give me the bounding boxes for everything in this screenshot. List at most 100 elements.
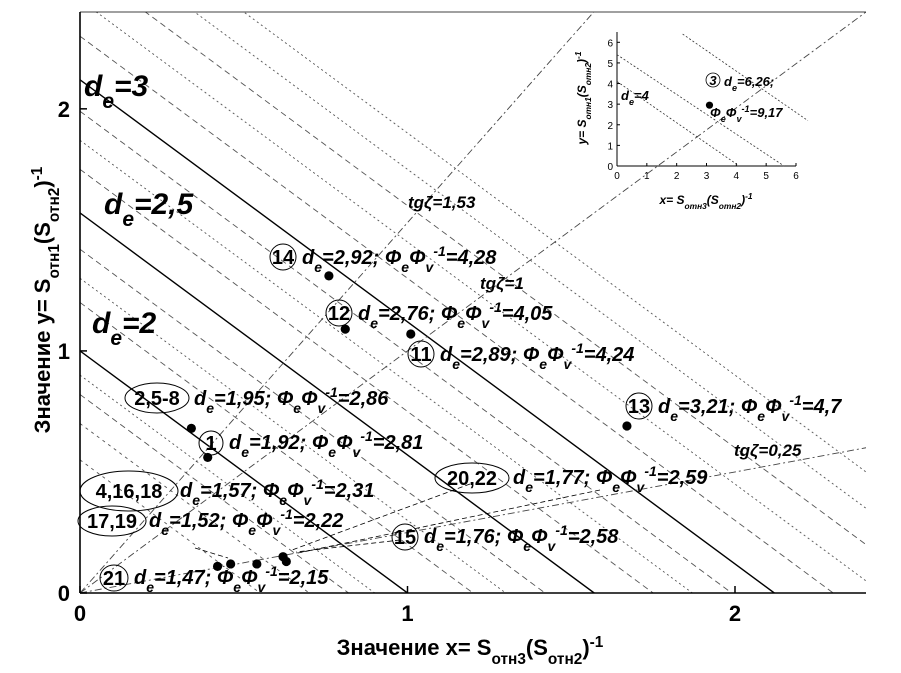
y-axis-title: Значение y= Sотн1(Sотн2)-1 <box>29 166 63 433</box>
point-circle-21 <box>99 564 129 592</box>
point-id-11: 11 <box>410 344 431 366</box>
point-label-4-16-18: de=1,57; ΦeΦv-1=2,31 <box>180 476 374 508</box>
background-line-6 <box>80 248 546 593</box>
point-14 <box>324 271 334 281</box>
de-label-1: de=2,5 <box>104 188 195 231</box>
point-label-20-22: de=1,77; ΦeΦv-1=2,59 <box>513 463 708 495</box>
point-circle-20-22 <box>434 462 510 494</box>
inset-point-de: de=6,26; <box>724 74 774 93</box>
point-12 <box>340 324 350 334</box>
inset-y-tick-label-2: 2 <box>607 121 613 132</box>
inset-x-tick-label-5: 5 <box>763 171 769 182</box>
inset-de-line <box>616 81 740 167</box>
point-id-20-22: 20,22 <box>447 468 497 490</box>
inset-x-title: x= Sотн3(Sотн2)-1 <box>658 191 752 211</box>
point-id-21: 21 <box>103 568 125 590</box>
background-line-13 <box>193 12 866 509</box>
tg-line-1 <box>80 12 866 593</box>
background-line-3 <box>80 374 376 593</box>
inset-line-far <box>682 33 809 121</box>
connector-1 <box>295 539 401 553</box>
inset-line-outer <box>616 54 785 167</box>
plot-area <box>80 12 866 593</box>
point-label-13: de=3,21; ΦeΦv-1=4,7 <box>658 392 842 424</box>
de-line-0 <box>80 350 408 593</box>
x-axis-title: Значение x= Sотн3(Sотн2)-1 <box>337 634 604 668</box>
point-17-19 <box>212 561 223 571</box>
inset-x-tick-label-2: 2 <box>674 171 680 182</box>
point-circle-17-19 <box>77 505 147 537</box>
tg-label-1: tgζ=1 <box>480 274 524 293</box>
background-line-7 <box>80 168 654 593</box>
point-11 <box>406 329 416 339</box>
point-label-15: de=1,76; ΦeΦv-1=2,58 <box>424 522 619 554</box>
point-label-12: de=2,76; ΦeΦv-1=4,05 <box>358 299 553 331</box>
background-line-12 <box>144 12 866 546</box>
point-label-1: de=1,92; ΦeΦv-1=2,81 <box>229 428 423 460</box>
point-id-15: 15 <box>394 527 416 549</box>
tg-label-2: tgζ=0,25 <box>734 441 802 460</box>
x-tick-label-2: 2 <box>729 601 741 626</box>
background-line-14 <box>242 12 866 473</box>
y-tick-label-2: 2 <box>58 97 70 122</box>
inset-x-tick-label-3: 3 <box>704 171 710 182</box>
inset-y-title: y= Sотн1(Sотн2)-1 <box>573 51 593 145</box>
y-tick-label-0: 0 <box>58 581 70 606</box>
point-label-11: de=2,89; ΦeΦv-1=4,24 <box>440 340 634 372</box>
point-id-14: 14 <box>272 247 295 269</box>
point-id-2-5-8: 2,5-8 <box>134 388 180 410</box>
tg-line-0 <box>80 12 595 593</box>
connector-0 <box>194 547 229 559</box>
inset-x-tick-label-6: 6 <box>793 171 799 182</box>
de-label-2: de=3 <box>84 70 149 113</box>
inset-y-tick-label-6: 6 <box>607 38 613 49</box>
x-tick-label-1: 1 <box>401 601 413 626</box>
point-2-5-8 <box>186 423 196 433</box>
point-circle-11 <box>407 340 435 368</box>
inset-point-circle <box>705 72 721 88</box>
point-4-16-18 <box>226 559 236 569</box>
x-tick-label-0: 0 <box>74 601 86 626</box>
point-id-4-16-18: 4,16,18 <box>96 481 163 503</box>
point-21 <box>252 559 262 569</box>
inset-x-tick-label-0: 0 <box>614 171 620 182</box>
background-line-0 <box>80 459 261 593</box>
inset-y-tick-label-5: 5 <box>607 59 613 70</box>
point-id-13: 13 <box>628 396 650 418</box>
background-line-5 <box>80 277 507 593</box>
inset-point-3 <box>705 101 714 109</box>
inset-point-ff: ΦeΦv-1=9,17 <box>710 104 783 124</box>
inset-x-tick-label-4: 4 <box>734 171 740 182</box>
connector-3 <box>297 489 601 554</box>
point-13 <box>622 421 632 431</box>
tg-line-2 <box>80 447 866 593</box>
background-line-1 <box>80 423 310 593</box>
inset-de-label: de=4 <box>621 88 650 107</box>
inset-y-tick-label-1: 1 <box>607 141 613 152</box>
point-circle-15 <box>391 523 419 551</box>
inset-y-tick-label-0: 0 <box>607 162 613 173</box>
point-circle-4-16-18 <box>79 470 179 512</box>
point-id-17-19: 17,19 <box>87 511 137 533</box>
inset-point-id: 3 <box>709 73 717 88</box>
y-tick-label-1: 1 <box>58 339 70 364</box>
inset-y-tick-label-4: 4 <box>607 80 613 91</box>
point-id-12: 12 <box>328 303 350 325</box>
point-circle-13 <box>625 392 653 420</box>
point-label-2-5-8: de=1,95; ΦeΦv-1=2,86 <box>194 384 389 416</box>
background-line-2 <box>80 394 349 593</box>
inset-x-tick-label-1: 1 <box>644 171 650 182</box>
background-line-10 <box>80 35 834 593</box>
background-line-11 <box>95 12 866 582</box>
tg-label-0: tgζ=1,53 <box>408 193 476 212</box>
point-label-14: de=2,92; ΦeΦv-1=4,28 <box>302 243 497 275</box>
de-label-0: de=2 <box>92 307 157 350</box>
point-circle-12 <box>325 299 353 327</box>
point-label-21: de=1,47; ΦeΦv-1=2,15 <box>134 563 329 595</box>
inset-y-tick-label-3: 3 <box>607 100 613 111</box>
point-id-1: 1 <box>205 433 216 455</box>
point-15 <box>281 556 291 567</box>
point-label-17-19: de=1,52; ΦeΦv-1=2,22 <box>149 506 343 538</box>
point-circle-14 <box>269 243 297 271</box>
